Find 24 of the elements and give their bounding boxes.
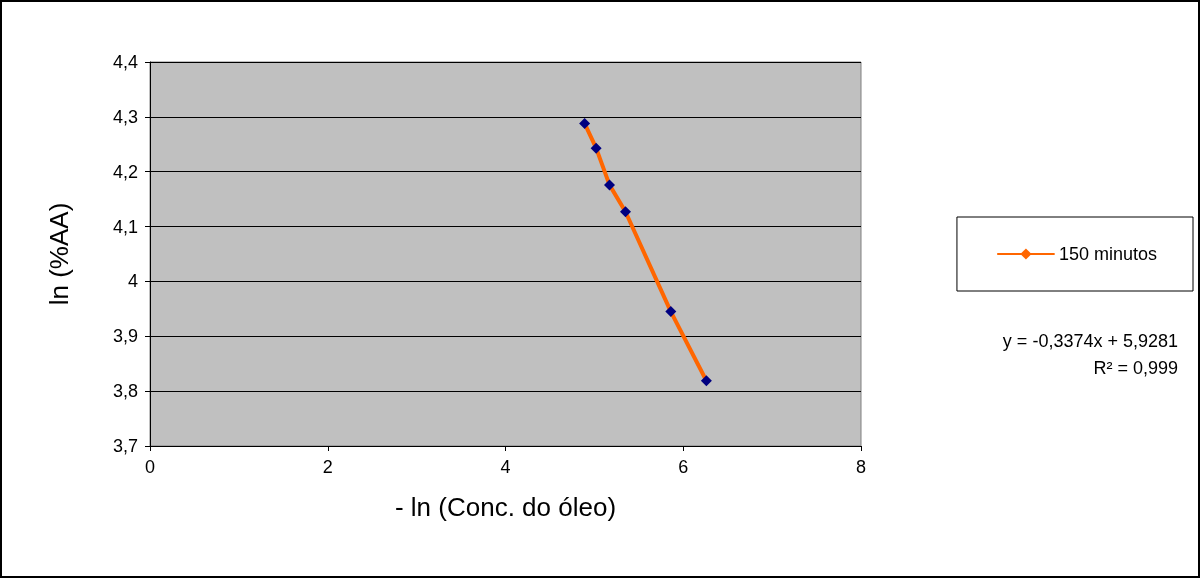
point (665, 306, 677, 318)
y-tick-label: 4,3 (112, 106, 138, 127)
text: R² = 0,999 (1093, 358, 1179, 378)
legend-label: 150 minutos (1058, 244, 1157, 264)
x-axis-title: - ln (Conc. do óleo) (394, 492, 617, 522)
x-tick-label: 4 (500, 457, 511, 477)
text: y = -0,3374x + 5,9281 (1002, 331, 1179, 351)
x-tick-label: 8 (855, 457, 867, 477)
y-tick-label: 3,7 (112, 436, 138, 456)
x-tick-label: 0 (144, 457, 156, 477)
x-tick-label: 2 (322, 457, 333, 477)
y-tick-label: 4,4 (112, 52, 138, 72)
point (579, 117, 591, 129)
point (603, 179, 615, 191)
point (619, 206, 631, 218)
y-tick-label: 3,8 (112, 381, 138, 402)
y-tick-label: 4 (127, 271, 138, 292)
y-tick-label: 4,1 (112, 216, 138, 237)
x-tick-label: 6 (678, 457, 689, 477)
y-tick-label: 3,9 (112, 326, 138, 347)
y-tick-label: 4,2 (112, 161, 138, 182)
point (590, 142, 602, 154)
y-axis-title: ln (%AA) (44, 202, 74, 306)
point (700, 375, 712, 387)
